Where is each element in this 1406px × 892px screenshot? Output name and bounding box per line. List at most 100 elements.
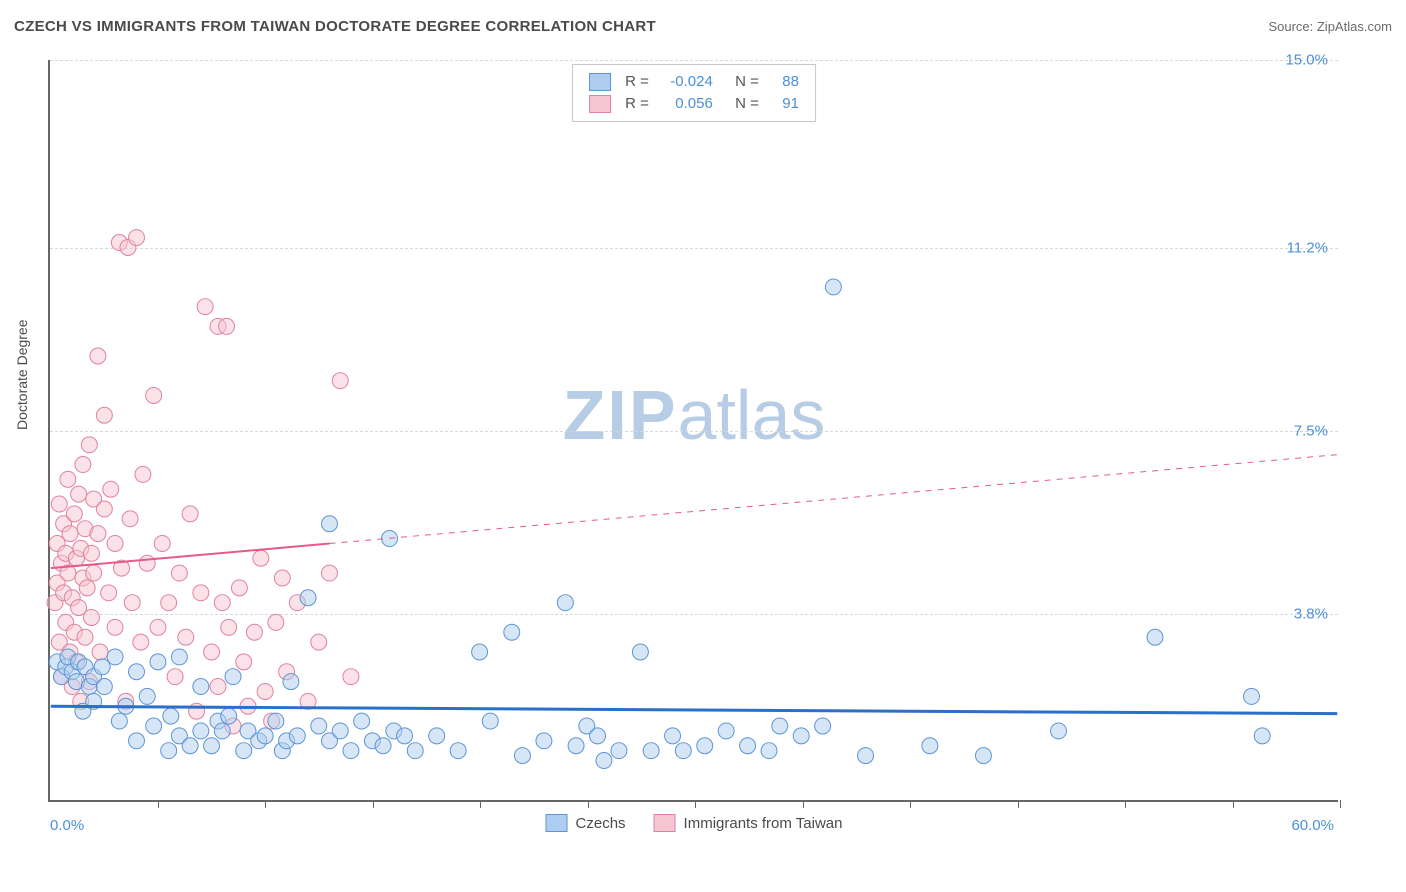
czechs-point — [300, 590, 316, 606]
taiwan-point — [343, 669, 359, 685]
czechs-point — [568, 738, 584, 754]
x-tick — [695, 800, 696, 808]
x-tick — [588, 800, 589, 808]
czechs-point — [107, 649, 123, 665]
czechs-point — [815, 718, 831, 734]
czechs-point — [772, 718, 788, 734]
taiwan-point — [60, 471, 76, 487]
czechs-point — [429, 728, 445, 744]
taiwan-point — [193, 585, 209, 601]
r-label: R = — [625, 93, 649, 115]
n-label: N = — [727, 93, 759, 115]
czechs-point — [236, 743, 252, 759]
czechs-point — [343, 743, 359, 759]
x-tick — [158, 800, 159, 808]
czechs-point — [611, 743, 627, 759]
czechs-swatch-icon — [546, 814, 568, 832]
taiwan-point — [257, 683, 273, 699]
chart-header: CZECH VS IMMIGRANTS FROM TAIWAN DOCTORAT… — [14, 18, 1392, 35]
taiwan-point — [253, 550, 269, 566]
taiwan-point — [274, 570, 290, 586]
czechs-label: Czechs — [576, 815, 626, 832]
taiwan-point — [161, 595, 177, 611]
czechs-point — [289, 728, 305, 744]
czechs-point — [793, 728, 809, 744]
taiwan-point — [81, 437, 97, 453]
taiwan-swatch-icon — [589, 95, 611, 113]
scatter-layer — [50, 60, 1338, 800]
czechs-point — [257, 728, 273, 744]
czechs-point — [193, 679, 209, 695]
r-label: R = — [625, 71, 649, 93]
series-legend: Czechs Immigrants from Taiwan — [546, 814, 843, 832]
czechs-point — [514, 748, 530, 764]
czechs-point — [482, 713, 498, 729]
czechs-point — [397, 728, 413, 744]
taiwan-point — [96, 501, 112, 517]
taiwan-regression-line-dashed — [329, 455, 1337, 544]
taiwan-point — [197, 299, 213, 315]
czechs-point — [283, 674, 299, 690]
czechs-point — [139, 688, 155, 704]
taiwan-point — [221, 619, 237, 635]
x-tick — [910, 800, 911, 808]
czechs-point — [407, 743, 423, 759]
czechs-point — [204, 738, 220, 754]
czechs-point — [450, 743, 466, 759]
taiwan-point — [210, 679, 226, 695]
taiwan-point — [171, 565, 187, 581]
czechs-point — [825, 279, 841, 295]
taiwan-point — [84, 609, 100, 625]
czechs-point — [268, 713, 284, 729]
x-tick — [480, 800, 481, 808]
czechs-point — [354, 713, 370, 729]
czechs-point — [193, 723, 209, 739]
taiwan-point — [146, 387, 162, 403]
czechs-point — [96, 679, 112, 695]
czechs-point — [163, 708, 179, 724]
taiwan-point — [107, 619, 123, 635]
taiwan-point — [322, 565, 338, 581]
taiwan-point — [86, 565, 102, 581]
taiwan-point — [311, 634, 327, 650]
x-tick — [1018, 800, 1019, 808]
taiwan-n-value: 91 — [769, 93, 799, 115]
czechs-point — [858, 748, 874, 764]
taiwan-point — [129, 230, 145, 246]
czechs-point — [1147, 629, 1163, 645]
czechs-point — [146, 718, 162, 734]
taiwan-point — [139, 555, 155, 571]
legend-item-taiwan: Immigrants from Taiwan — [654, 814, 843, 832]
czechs-point — [322, 516, 338, 532]
x-axis-max-label: 60.0% — [1291, 817, 1334, 834]
taiwan-point — [84, 545, 100, 561]
czechs-point — [922, 738, 938, 754]
taiwan-point — [103, 481, 119, 497]
czechs-point — [161, 743, 177, 759]
x-tick — [265, 800, 266, 808]
czechs-point — [975, 748, 991, 764]
czechs-point — [632, 644, 648, 660]
x-axis-min-label: 0.0% — [50, 817, 84, 834]
taiwan-point — [135, 466, 151, 482]
stats-row-czechs: R = -0.024 N = 88 — [589, 71, 799, 93]
czechs-point — [171, 649, 187, 665]
x-tick — [1125, 800, 1126, 808]
czechs-point — [1051, 723, 1067, 739]
czechs-point — [214, 723, 230, 739]
czechs-point — [311, 718, 327, 734]
taiwan-point — [96, 407, 112, 423]
x-tick — [803, 800, 804, 808]
czechs-point — [504, 624, 520, 640]
taiwan-point — [167, 669, 183, 685]
legend-item-czechs: Czechs — [546, 814, 626, 832]
taiwan-point — [75, 457, 91, 473]
czechs-point — [472, 644, 488, 660]
taiwan-point — [79, 580, 95, 596]
czechs-point — [332, 723, 348, 739]
czechs-swatch-icon — [589, 73, 611, 91]
taiwan-point — [154, 535, 170, 551]
stats-row-taiwan: R = 0.056 N = 91 — [589, 93, 799, 115]
taiwan-point — [90, 348, 106, 364]
stats-legend: R = -0.024 N = 88 R = 0.056 N = 91 — [572, 64, 816, 122]
